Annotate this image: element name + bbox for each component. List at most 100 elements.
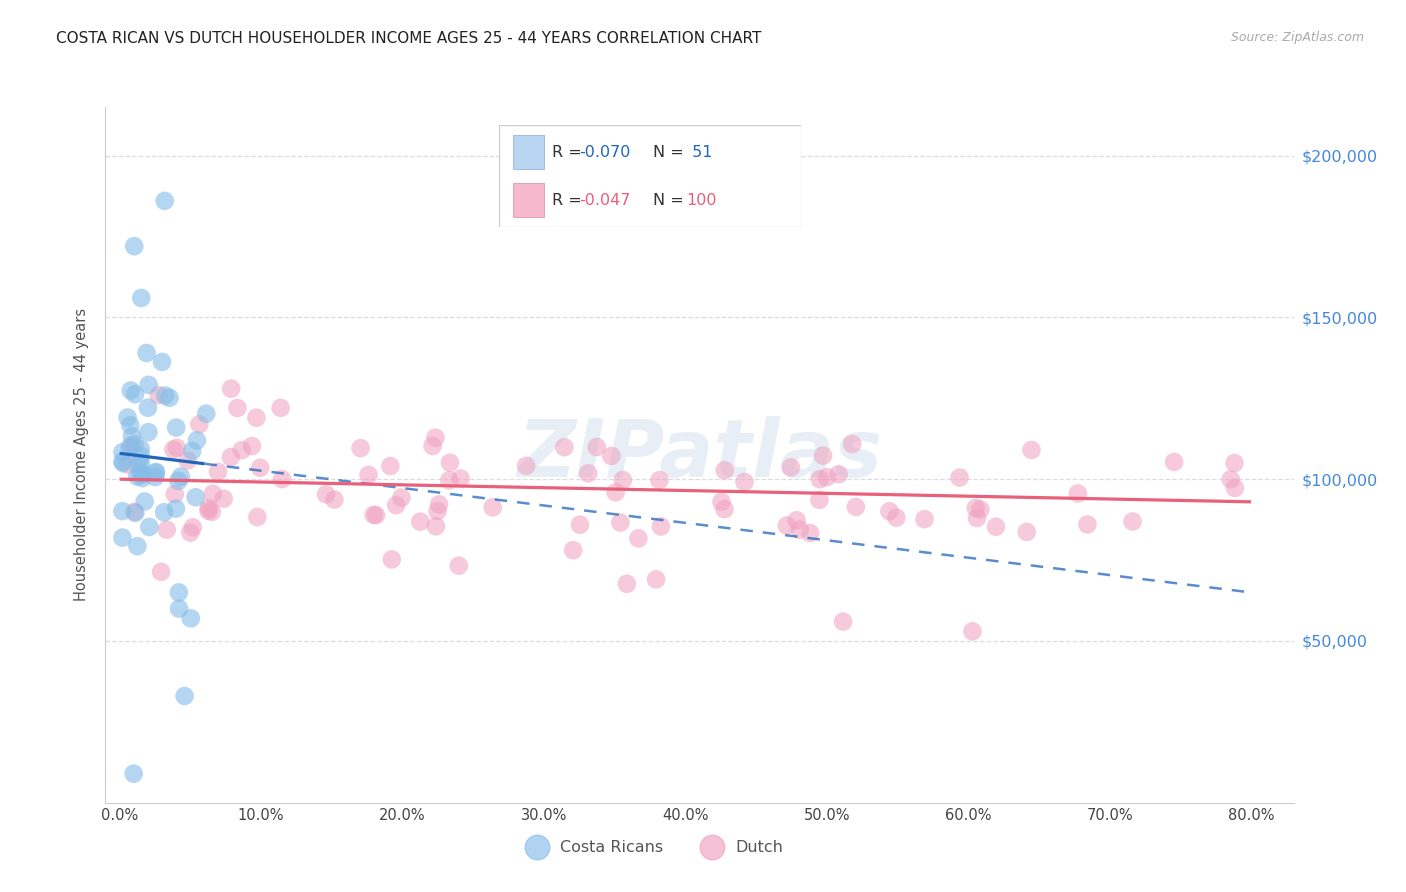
- Point: [391, 491, 413, 505]
- Point: [439, 473, 461, 487]
- Point: [226, 401, 249, 415]
- Point: [181, 520, 204, 534]
- Point: [948, 470, 970, 484]
- Point: [167, 601, 190, 615]
- Point: [249, 460, 271, 475]
- Point: [381, 552, 404, 566]
- Point: [648, 473, 671, 487]
- Point: [207, 465, 229, 479]
- Point: [117, 458, 139, 472]
- Point: [969, 502, 991, 516]
- Text: -0.047: -0.047: [579, 193, 631, 208]
- Point: [145, 465, 167, 479]
- Point: [815, 470, 838, 484]
- Point: [219, 450, 242, 464]
- Point: [153, 505, 176, 519]
- Point: [426, 504, 449, 518]
- Point: [117, 410, 139, 425]
- Point: [422, 439, 444, 453]
- Point: [120, 384, 142, 398]
- Point: [124, 505, 146, 519]
- Point: [553, 440, 575, 454]
- Point: [231, 443, 253, 458]
- Point: [1223, 481, 1246, 495]
- Point: [562, 543, 585, 558]
- Point: [832, 615, 855, 629]
- Point: [138, 520, 160, 534]
- Bar: [513, 136, 544, 169]
- Point: [914, 512, 936, 526]
- Point: [153, 388, 176, 402]
- Point: [195, 407, 218, 421]
- Point: [270, 401, 292, 415]
- Point: [165, 420, 187, 434]
- Point: [167, 585, 190, 599]
- Point: [179, 525, 201, 540]
- Point: [166, 441, 188, 455]
- Point: [271, 472, 294, 486]
- Point: [650, 519, 672, 533]
- Point: [167, 474, 190, 488]
- Point: [447, 558, 470, 573]
- Point: [427, 497, 450, 511]
- Point: [127, 539, 149, 553]
- Point: [385, 498, 408, 512]
- Point: [188, 417, 211, 432]
- Point: [145, 466, 167, 480]
- Point: [450, 471, 472, 485]
- Point: [120, 438, 142, 452]
- Point: [780, 460, 803, 475]
- Bar: [513, 184, 544, 218]
- Point: [176, 453, 198, 467]
- Point: [786, 513, 808, 527]
- Text: ZIPatlas: ZIPatlas: [517, 416, 882, 494]
- Point: [180, 611, 202, 625]
- Point: [799, 526, 821, 541]
- Point: [124, 387, 146, 401]
- Point: [111, 531, 134, 545]
- Point: [966, 511, 988, 525]
- Point: [148, 388, 170, 402]
- Point: [363, 508, 385, 522]
- Point: [150, 355, 173, 369]
- Point: [181, 444, 204, 458]
- Text: Source: ZipAtlas.com: Source: ZipAtlas.com: [1230, 31, 1364, 45]
- Point: [349, 441, 371, 455]
- Text: -0.070: -0.070: [579, 145, 631, 160]
- Point: [315, 487, 337, 501]
- Point: [645, 573, 668, 587]
- Point: [425, 431, 447, 445]
- Point: [713, 463, 735, 477]
- Point: [186, 434, 208, 448]
- Point: [170, 469, 193, 483]
- Point: [118, 441, 141, 455]
- Point: [886, 510, 908, 524]
- Point: [612, 473, 634, 487]
- Point: [323, 492, 346, 507]
- Text: R =: R =: [553, 193, 586, 208]
- Point: [122, 239, 145, 253]
- Point: [127, 469, 149, 483]
- Point: [1223, 456, 1246, 470]
- Point: [808, 492, 831, 507]
- Point: [132, 467, 155, 482]
- Point: [124, 437, 146, 451]
- Point: [112, 456, 135, 470]
- Point: [710, 495, 733, 509]
- Point: [129, 291, 152, 305]
- Point: [138, 425, 160, 439]
- Text: COSTA RICAN VS DUTCH HOUSEHOLDER INCOME AGES 25 - 44 YEARS CORRELATION CHART: COSTA RICAN VS DUTCH HOUSEHOLDER INCOME …: [56, 31, 762, 46]
- Point: [713, 502, 735, 516]
- Point: [776, 518, 799, 533]
- Point: [159, 391, 181, 405]
- Point: [111, 445, 134, 459]
- Point: [380, 458, 402, 473]
- Point: [120, 418, 142, 433]
- Y-axis label: Householder Income Ages 25 - 44 years: Householder Income Ages 25 - 44 years: [75, 309, 90, 601]
- Point: [364, 508, 387, 523]
- Point: [122, 766, 145, 780]
- Point: [439, 456, 461, 470]
- Point: [734, 475, 756, 489]
- Text: R =: R =: [553, 145, 586, 160]
- Point: [173, 689, 195, 703]
